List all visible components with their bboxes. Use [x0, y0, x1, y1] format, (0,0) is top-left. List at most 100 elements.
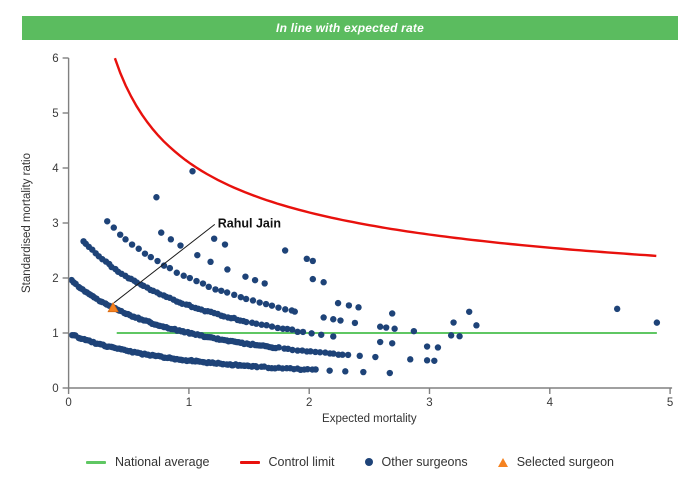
- surgeon-dot[interactable]: [158, 229, 165, 236]
- surgeon-dot[interactable]: [309, 257, 317, 265]
- surgeon-dot[interactable]: [147, 253, 155, 261]
- selected-surgeon-marker[interactable]: [107, 301, 119, 313]
- surgeon-dot[interactable]: [207, 258, 214, 266]
- surgeon-dot[interactable]: [253, 320, 260, 327]
- surgeon-dot[interactable]: [407, 356, 414, 363]
- surgeon-dot[interactable]: [231, 291, 238, 299]
- surgeon-dot[interactable]: [223, 289, 231, 296]
- surgeon-dot[interactable]: [447, 332, 455, 339]
- surgeon-dot[interactable]: [613, 305, 621, 313]
- surgeon-dot[interactable]: [275, 304, 282, 311]
- surgeon-dot[interactable]: [261, 280, 268, 287]
- surgeon-dot[interactable]: [166, 264, 174, 272]
- surgeon-dot[interactable]: [320, 314, 327, 321]
- surgeon-dot[interactable]: [180, 272, 187, 279]
- surgeon-dot[interactable]: [274, 324, 281, 332]
- surgeon-dot[interactable]: [289, 346, 296, 354]
- surgeon-dot[interactable]: [386, 369, 394, 377]
- surgeon-dot[interactable]: [205, 283, 212, 291]
- legend-item-other-surgeons[interactable]: Other surgeons: [364, 455, 468, 469]
- surgeon-dot[interactable]: [275, 344, 282, 351]
- surgeon-dot[interactable]: [423, 343, 431, 350]
- surgeon-dot[interactable]: [308, 330, 315, 337]
- surgeon-dot[interactable]: [242, 295, 250, 303]
- surgeon-dot[interactable]: [122, 236, 129, 243]
- surgeon-dot[interactable]: [186, 274, 194, 282]
- surgeon-dot[interactable]: [360, 368, 367, 376]
- surgeon-dot[interactable]: [110, 224, 117, 231]
- surgeon-dot[interactable]: [431, 357, 438, 364]
- surgeon-dot[interactable]: [282, 306, 289, 313]
- surgeon-dot[interactable]: [434, 344, 442, 351]
- surgeon-dot[interactable]: [199, 280, 207, 287]
- surgeon-dot[interactable]: [153, 194, 160, 201]
- surgeon-dot[interactable]: [258, 321, 265, 328]
- surgeon-dot[interactable]: [135, 245, 142, 252]
- surgeon-dot[interactable]: [312, 348, 319, 356]
- surgeon-dot[interactable]: [281, 247, 289, 254]
- surgeon-dot[interactable]: [304, 365, 311, 373]
- surgeon-dot[interactable]: [316, 349, 324, 356]
- surgeon-dot[interactable]: [288, 326, 296, 333]
- surgeon-dot[interactable]: [423, 357, 431, 364]
- surgeon-dot[interactable]: [237, 293, 245, 301]
- surgeon-dot[interactable]: [318, 331, 325, 338]
- surgeon-dot[interactable]: [355, 304, 362, 311]
- surgeon-dot[interactable]: [465, 308, 473, 315]
- surgeon-dot[interactable]: [356, 352, 363, 360]
- surgeon-dot[interactable]: [303, 255, 310, 263]
- surgeon-dot[interactable]: [249, 297, 257, 304]
- surgeon-dot[interactable]: [177, 242, 184, 249]
- surgeon-dot[interactable]: [326, 367, 333, 374]
- surgeon-dot[interactable]: [193, 277, 200, 285]
- surgeon-dot[interactable]: [389, 310, 396, 317]
- surgeon-dot[interactable]: [307, 348, 314, 355]
- surgeon-dot[interactable]: [128, 241, 136, 248]
- surgeon-dot[interactable]: [218, 287, 225, 294]
- surgeon-dot[interactable]: [376, 338, 384, 346]
- surgeon-dot[interactable]: [294, 347, 301, 354]
- legend-item-national-average[interactable]: National average: [86, 455, 210, 469]
- surgeon-dot[interactable]: [291, 308, 298, 315]
- surgeon-dot[interactable]: [251, 276, 259, 284]
- surgeon-dot[interactable]: [256, 299, 263, 306]
- surgeon-dot[interactable]: [294, 328, 301, 336]
- surgeon-dot[interactable]: [450, 319, 457, 326]
- surgeon-dot[interactable]: [268, 302, 276, 309]
- surgeon-dot[interactable]: [389, 340, 396, 347]
- surgeon-dot[interactable]: [345, 302, 353, 309]
- surgeon-dot[interactable]: [299, 328, 307, 336]
- surgeon-dot[interactable]: [141, 250, 149, 257]
- surgeon-dot[interactable]: [342, 368, 349, 375]
- surgeon-dot[interactable]: [160, 262, 168, 269]
- surgeon-dot[interactable]: [334, 299, 342, 307]
- surgeon-dot[interactable]: [221, 241, 229, 248]
- surgeon-dot[interactable]: [330, 333, 337, 340]
- surgeon-dot[interactable]: [309, 275, 317, 283]
- surgeon-dot[interactable]: [653, 319, 661, 326]
- surgeon-dot[interactable]: [382, 324, 390, 331]
- surgeon-dot[interactable]: [104, 218, 111, 225]
- surgeon-dot[interactable]: [268, 323, 276, 330]
- surgeon-dot[interactable]: [410, 327, 418, 335]
- surgeon-dot[interactable]: [376, 323, 384, 330]
- surgeon-dot[interactable]: [339, 351, 346, 358]
- surgeon-dot[interactable]: [330, 350, 337, 357]
- surgeon-dot[interactable]: [189, 168, 196, 175]
- legend-item-control-limit[interactable]: Control limit: [239, 455, 335, 469]
- legend-item-selected-surgeon[interactable]: Selected surgeon: [497, 455, 614, 469]
- surgeon-dot[interactable]: [210, 235, 218, 242]
- surgeon-dot[interactable]: [351, 319, 359, 327]
- surgeon-dot[interactable]: [224, 266, 231, 273]
- surgeon-dot[interactable]: [263, 321, 270, 329]
- surgeon-dot[interactable]: [262, 300, 270, 308]
- surgeon-dot[interactable]: [372, 353, 379, 361]
- surgeon-dot[interactable]: [330, 316, 337, 323]
- surgeon-dot[interactable]: [391, 325, 398, 332]
- surgeon-dot[interactable]: [167, 236, 175, 243]
- surgeon-dot[interactable]: [173, 269, 180, 276]
- surgeon-dot[interactable]: [212, 286, 219, 293]
- surgeon-dot[interactable]: [320, 279, 327, 286]
- surgeon-dot[interactable]: [284, 325, 291, 333]
- surgeon-dot[interactable]: [116, 231, 124, 238]
